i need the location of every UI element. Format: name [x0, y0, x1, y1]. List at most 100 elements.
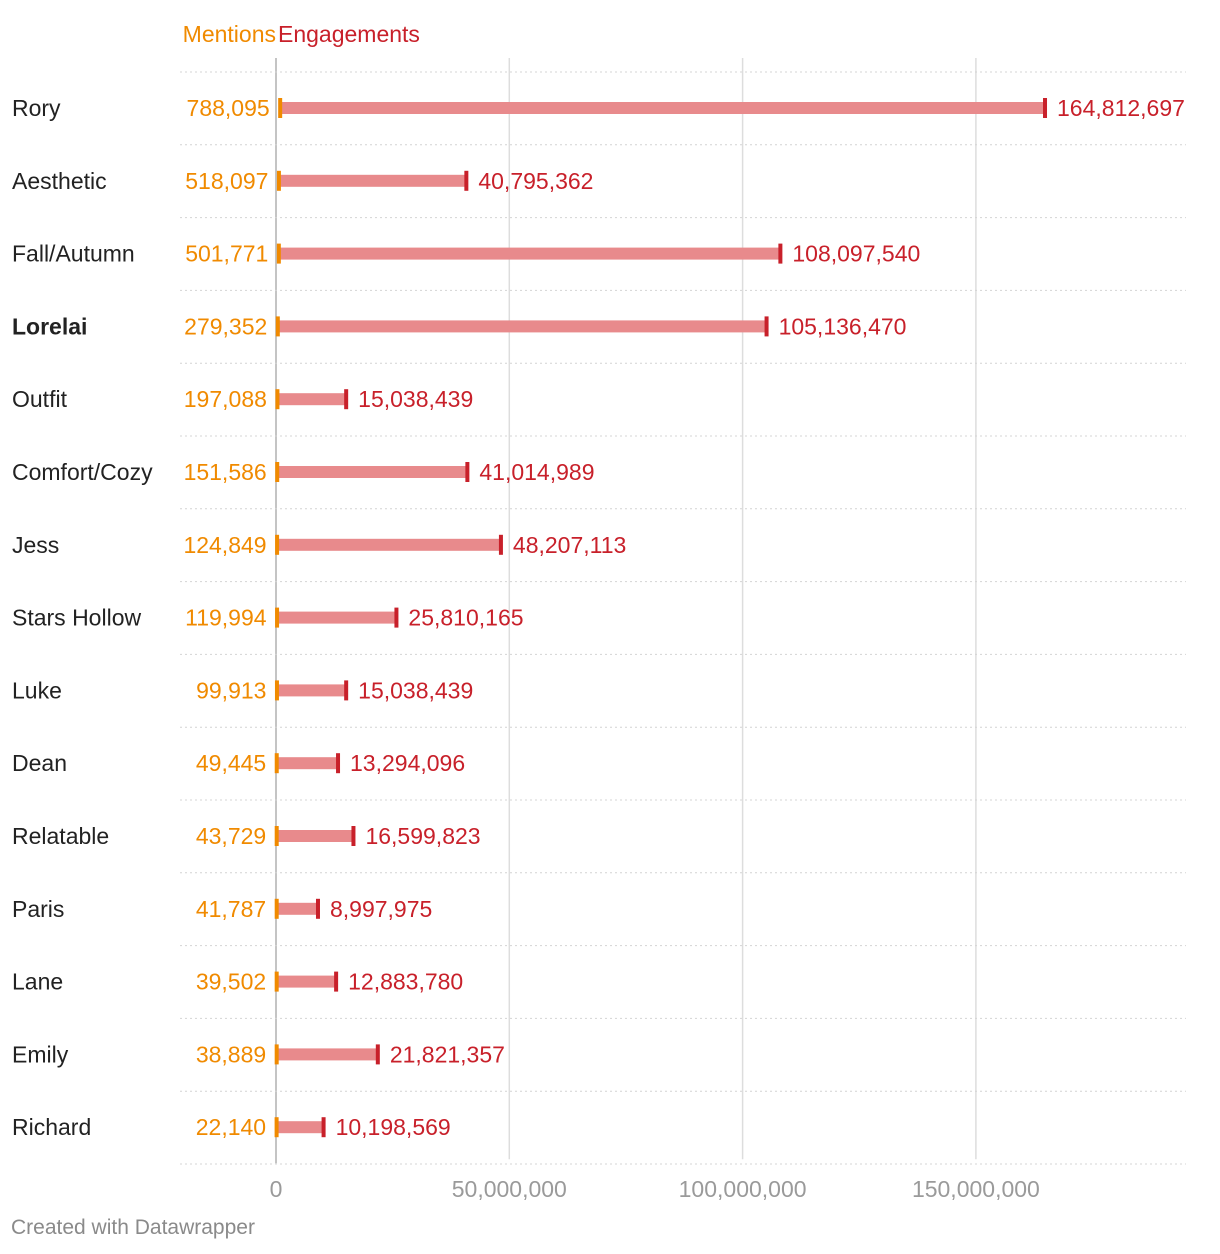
x-tick-label: 50,000,000: [452, 1176, 567, 1202]
range-bar: [276, 830, 354, 842]
mentions-value-label: 151,586: [184, 459, 267, 485]
category-label: Dean: [12, 750, 67, 776]
mentions-marker: [276, 243, 281, 264]
range-bar: [276, 757, 339, 770]
engagements-value-label: 15,038,439: [358, 386, 473, 412]
legend-mentions: Mentions: [183, 21, 276, 47]
engagements-marker: [464, 170, 469, 191]
chart-row: Rory 788,095 164,812,697: [12, 95, 1185, 121]
engagements-value-label: 15,038,439: [358, 677, 473, 703]
mentions-marker: [274, 826, 279, 846]
chart-row: Dean 49,445 13,294,096: [12, 750, 465, 776]
range-bar: [276, 1121, 324, 1134]
engagements-value-label: 41,014,989: [479, 459, 594, 485]
category-label: Rory: [12, 95, 61, 121]
mentions-value-label: 39,502: [196, 969, 266, 995]
chart-row: Paris 41,787 8,997,975: [12, 896, 432, 922]
range-bar: [276, 538, 501, 551]
mentions-marker: [274, 1117, 279, 1138]
range-bar: [276, 902, 318, 915]
mentions-marker: [275, 389, 280, 410]
range-bar: [276, 611, 397, 624]
mentions-marker: [275, 316, 280, 337]
engagements-value-label: 25,810,165: [408, 605, 523, 631]
chart-row: Aesthetic 518,097 40,795,362: [12, 168, 593, 194]
engagements-marker: [375, 1044, 380, 1065]
engagements-marker: [1043, 98, 1048, 118]
legend-engagements: Engagements: [278, 21, 420, 47]
rows-layer: Rory 788,095 164,812,697 Aesthetic 518,097 40…: [12, 95, 1185, 1140]
range-bar: [276, 393, 347, 406]
mentions-marker: [275, 462, 280, 482]
engagements-marker: [764, 316, 769, 337]
range-bar: [278, 247, 781, 260]
range-bar-chart: Mentions Engagements Rory 788,095 164,812,…: [12, 21, 1186, 1202]
engagements-value-label: 48,207,113: [513, 532, 626, 558]
range-bar: [276, 684, 347, 697]
mentions-value-label: 43,729: [196, 823, 266, 849]
x-tick-label: 150,000,000: [912, 1176, 1040, 1202]
range-bar: [276, 1048, 378, 1061]
category-label: Fall/Autumn: [12, 241, 135, 267]
datawrapper-credit: Created with Datawrapper: [11, 1216, 255, 1239]
engagements-marker: [465, 462, 470, 482]
chart-row: Comfort/Cozy 151,586 41,014,989: [12, 459, 595, 485]
category-label: Lane: [12, 969, 63, 995]
engagements-marker: [394, 607, 399, 628]
mentions-value-label: 124,849: [183, 532, 266, 558]
engagements-value-label: 21,821,357: [390, 1041, 505, 1067]
engagements-value-label: 12,883,780: [348, 969, 463, 995]
category-label: Jess: [12, 532, 59, 558]
chart-row: Lorelai 279,352 105,136,470: [12, 313, 906, 339]
mentions-marker: [275, 607, 280, 628]
mentions-value-label: 501,771: [185, 241, 268, 267]
mentions-value-label: 279,352: [184, 313, 267, 339]
chart-row: Lane 39,502 12,883,780: [12, 969, 463, 995]
chart-row: Stars Hollow 119,994 25,810,165: [12, 605, 524, 631]
range-bar: [279, 102, 1046, 114]
mentions-marker: [278, 98, 283, 118]
mentions-value-label: 518,097: [185, 168, 268, 194]
engagements-value-label: 13,294,096: [350, 750, 465, 776]
category-label: Richard: [12, 1114, 91, 1140]
category-label: Luke: [12, 677, 62, 703]
range-bar: [276, 975, 337, 988]
category-label: Emily: [12, 1041, 69, 1067]
category-label: Lorelai: [12, 313, 87, 339]
engagements-marker: [315, 898, 320, 919]
engagements-marker: [778, 243, 783, 264]
mentions-value-label: 49,445: [196, 750, 266, 776]
chart-row: Luke 99,913 15,038,439: [12, 677, 473, 703]
chart-row: Fall/Autumn 501,771 108,097,540: [12, 241, 920, 267]
engagements-marker: [498, 534, 503, 555]
engagements-value-label: 105,136,470: [779, 313, 907, 339]
mentions-marker: [275, 534, 280, 555]
chart-row: Relatable 43,729 16,599,823: [12, 823, 481, 849]
engagements-value-label: 40,795,362: [478, 168, 593, 194]
mentions-marker: [274, 1044, 279, 1065]
engagements-value-label: 164,812,697: [1057, 95, 1185, 121]
x-tick-label: 100,000,000: [679, 1176, 807, 1202]
legend: Mentions Engagements: [183, 21, 420, 47]
range-bar: [276, 466, 468, 478]
mentions-value-label: 41,787: [196, 896, 266, 922]
x-axis: 0 50,000,000 100,000,000 150,000,000: [270, 1176, 1040, 1202]
mentions-value-label: 38,889: [196, 1041, 266, 1067]
chart-row: Outfit 197,088 15,038,439: [12, 386, 473, 412]
chart-row: Emily 38,889 21,821,357: [12, 1041, 505, 1067]
mentions-marker: [274, 680, 279, 701]
category-label: Relatable: [12, 823, 109, 849]
mentions-value-label: 788,095: [187, 95, 270, 121]
mentions-value-label: 197,088: [184, 386, 267, 412]
mentions-value-label: 119,994: [185, 605, 267, 631]
range-bar: [278, 174, 467, 187]
grid-layer: [180, 58, 1186, 1165]
x-tick-label: 0: [270, 1176, 283, 1202]
mentions-marker: [274, 753, 279, 774]
engagements-marker: [344, 680, 349, 701]
engagements-marker: [336, 753, 341, 774]
category-label: Aesthetic: [12, 168, 107, 194]
chart-row: Jess 124,849 48,207,113: [12, 532, 626, 558]
category-label: Outfit: [12, 386, 68, 412]
engagements-marker: [334, 971, 339, 992]
